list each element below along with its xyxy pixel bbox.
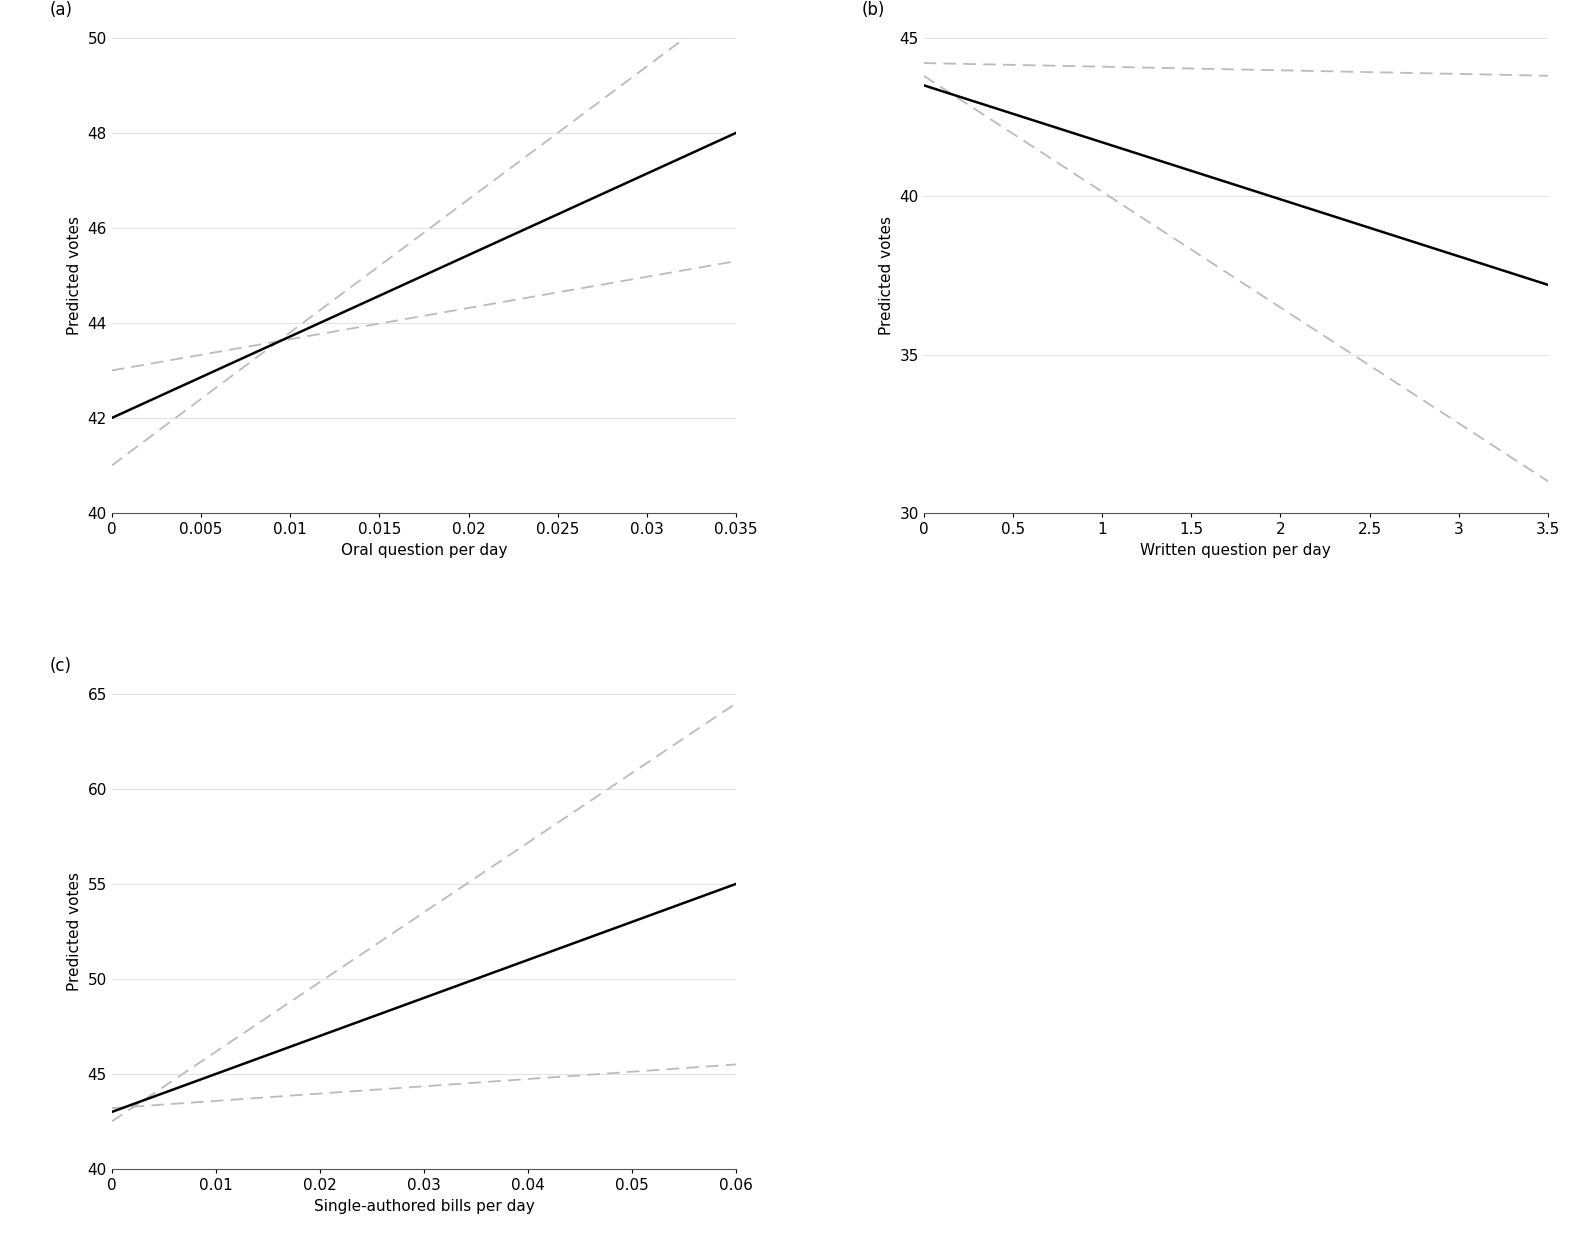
Text: (c): (c): [49, 656, 72, 675]
Y-axis label: Predicted votes: Predicted votes: [67, 216, 81, 334]
Y-axis label: Predicted votes: Predicted votes: [67, 872, 81, 991]
Text: (a): (a): [49, 1, 72, 19]
Text: (b): (b): [862, 1, 884, 19]
X-axis label: Single-authored bills per day: Single-authored bills per day: [313, 1199, 535, 1213]
X-axis label: Oral question per day: Oral question per day: [340, 543, 508, 558]
X-axis label: Written question per day: Written question per day: [1141, 543, 1331, 558]
Y-axis label: Predicted votes: Predicted votes: [879, 216, 894, 334]
